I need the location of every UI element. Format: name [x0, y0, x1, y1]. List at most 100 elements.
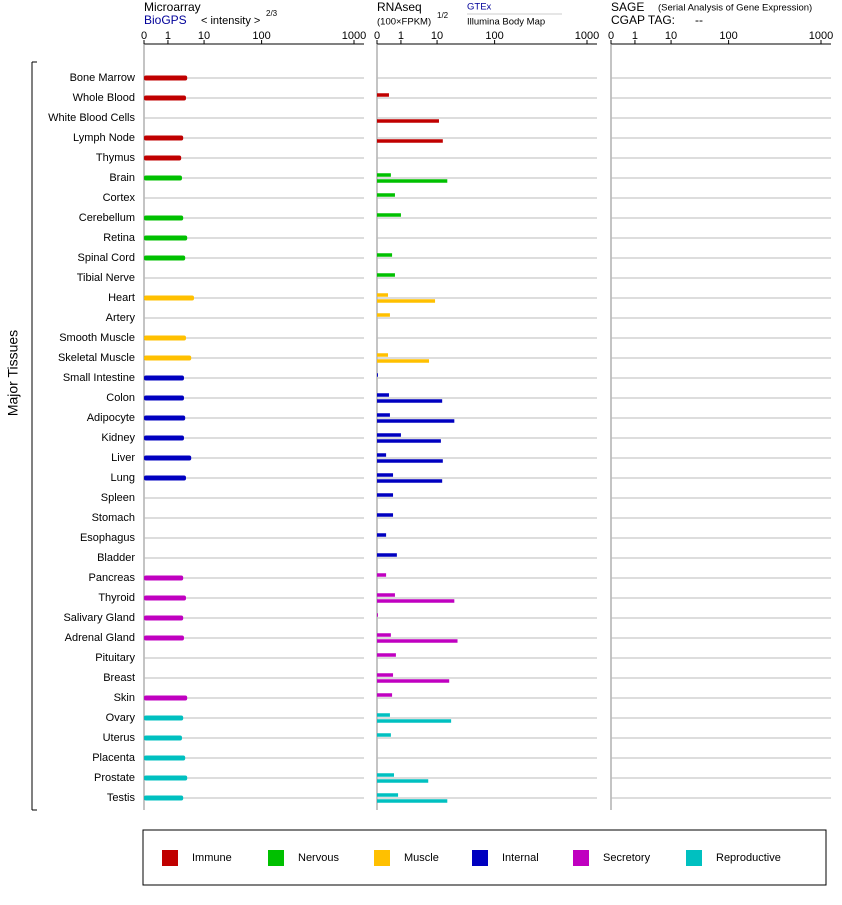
- bar: [377, 293, 389, 297]
- bar: [144, 575, 184, 581]
- bar: [144, 355, 192, 361]
- category-label: Artery: [106, 312, 136, 324]
- bar: [144, 175, 182, 181]
- bar: [144, 455, 192, 461]
- legend-label: Reproductive: [716, 852, 781, 864]
- bar: [377, 173, 391, 177]
- category-label: Pancreas: [89, 572, 136, 584]
- bar: [377, 713, 390, 717]
- bar: [377, 253, 393, 257]
- bar: [144, 215, 184, 221]
- bar: [377, 479, 443, 483]
- category-label: White Blood Cells: [48, 112, 135, 124]
- x-tick-label: 1000: [342, 30, 366, 42]
- category-label: Cerebellum: [79, 212, 135, 224]
- category-label: Spleen: [101, 492, 135, 504]
- panel-title: SAGE: [611, 0, 644, 14]
- bar: [144, 135, 184, 141]
- bar: [377, 93, 389, 97]
- bar: [144, 335, 186, 341]
- bar: [144, 795, 184, 801]
- bar: [377, 799, 448, 803]
- bar: [377, 213, 401, 217]
- bar: [144, 735, 182, 741]
- bar: [377, 413, 390, 417]
- category-label: Pituitary: [95, 652, 135, 664]
- bar: [377, 793, 399, 797]
- legend-swatch: [573, 850, 589, 866]
- category-label: Skeletal Muscle: [58, 352, 135, 364]
- x-tick-label: 100: [719, 30, 737, 42]
- x-tick-label: 0: [608, 30, 614, 42]
- series-name: GTEx: [467, 2, 492, 13]
- bar: [144, 395, 184, 401]
- legend-swatch: [162, 850, 178, 866]
- bar: [377, 473, 394, 477]
- bar: [377, 639, 458, 643]
- x-tick-label: 1000: [809, 30, 833, 42]
- bar: [377, 593, 395, 597]
- bar: [377, 533, 387, 537]
- bar: [377, 179, 448, 183]
- category-label: Retina: [103, 232, 136, 244]
- bar: [377, 373, 378, 377]
- bar: [377, 553, 397, 557]
- legend-swatch: [374, 850, 390, 866]
- category-label: Spinal Cord: [78, 252, 135, 264]
- category-label: Brain: [109, 172, 135, 184]
- category-label: Salivary Gland: [63, 612, 135, 624]
- category-label: Adrenal Gland: [65, 632, 135, 644]
- category-label: Ovary: [106, 712, 136, 724]
- bar: [144, 695, 188, 701]
- legend-label: Immune: [192, 852, 232, 864]
- category-label: Thyroid: [98, 592, 135, 604]
- bar: [144, 255, 186, 261]
- bar: [377, 573, 387, 577]
- category-label: Smooth Muscle: [59, 332, 135, 344]
- category-label: Kidney: [101, 432, 135, 444]
- bar: [377, 693, 393, 697]
- legend-label: Internal: [502, 852, 539, 864]
- bar: [377, 453, 387, 457]
- tag: --: [695, 13, 703, 27]
- x-tick-label: 10: [431, 30, 443, 42]
- bar: [377, 119, 439, 123]
- category-label: Uterus: [103, 732, 136, 744]
- bar: [144, 155, 182, 161]
- bar: [377, 433, 401, 437]
- x-tick-label: 100: [485, 30, 503, 42]
- bar: [377, 679, 450, 683]
- bar: [144, 775, 188, 781]
- bar: [144, 95, 186, 101]
- category-label: Placenta: [92, 752, 136, 764]
- bar: [377, 439, 441, 443]
- category-label: Adipocyte: [87, 412, 135, 424]
- category-label: Lung: [111, 472, 135, 484]
- category-label: Testis: [107, 792, 136, 804]
- bar: [377, 313, 390, 317]
- x-tick-label: 10: [665, 30, 677, 42]
- bar: [377, 773, 394, 777]
- bar: [144, 375, 184, 381]
- legend-label: Secretory: [603, 852, 651, 864]
- bar: [377, 613, 378, 617]
- category-label: Liver: [111, 452, 135, 464]
- bar: [144, 715, 184, 721]
- bar: [377, 653, 396, 657]
- category-label: Heart: [108, 292, 135, 304]
- bar: [144, 435, 184, 441]
- x-tick-label: 100: [252, 30, 270, 42]
- bar: [144, 475, 186, 481]
- category-label: Breast: [103, 672, 135, 684]
- x-tick-label: 1: [165, 30, 171, 42]
- legend-swatch: [268, 850, 284, 866]
- panel-subtitle: (Serial Analysis of Gene Expression): [658, 3, 812, 14]
- bar: [144, 295, 195, 301]
- bar: [144, 75, 188, 81]
- legend-swatch: [472, 850, 488, 866]
- bar: [377, 459, 443, 463]
- bar: [377, 673, 394, 677]
- bar: [144, 635, 184, 641]
- category-label: Thymus: [96, 152, 136, 164]
